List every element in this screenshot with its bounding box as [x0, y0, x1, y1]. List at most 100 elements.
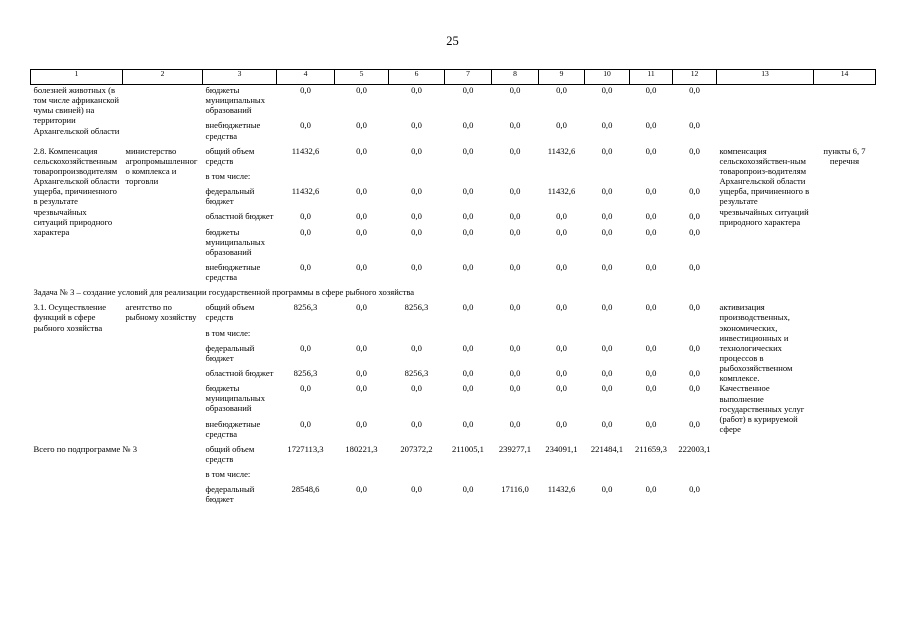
table-row: в том числе:	[31, 469, 876, 484]
budget-table: 1 2 3 4 5 6 7 8 9 10 11 12 13 14 болезней животных (в …	[30, 69, 876, 510]
cell-value: 1727113,3	[287, 443, 324, 454]
cell-value: 0,0	[689, 368, 700, 379]
cell-value: 0,0	[645, 211, 657, 222]
cell-value: 180221,3	[345, 443, 378, 454]
cell-value: 8256,3	[293, 368, 318, 379]
table-row: областной бюджет 0,0 0,0 0,0 0,0 0,0 0,0 0,0 0,0…	[31, 211, 876, 226]
cell-value: 0,0	[601, 84, 613, 95]
cell-value: 0,0	[601, 145, 613, 156]
cell-value: 0,0	[689, 186, 700, 197]
cell-funding-source: внебюджетные средства	[205, 261, 261, 283]
cell-value: 0,0	[462, 261, 474, 272]
cell-value: 0,0	[462, 84, 474, 95]
cell-value: 0,0	[645, 261, 657, 272]
cell-funding-source: внебюджетные средства	[205, 120, 261, 141]
cell-value: 0,0	[411, 226, 422, 237]
cell-value: 0,0	[462, 226, 474, 237]
cell-funding-source: федеральный бюджет	[205, 342, 255, 363]
cell-expected-results	[717, 444, 814, 510]
cell-value: 0,0	[411, 84, 422, 95]
table-row: областной бюджет 8256,3 0,0 8256,3 0,0 0,0 0,0…	[31, 368, 876, 383]
cell-value: 0,0	[645, 418, 657, 429]
cell-empty-values	[277, 171, 717, 186]
cell-empty-values	[277, 328, 717, 343]
cell-funding-source: бюджеты муниципальных образований	[205, 84, 266, 116]
cell-value: 0,0	[601, 226, 613, 237]
cell-value: 0,0	[411, 418, 422, 429]
cell-expected-results	[717, 84, 814, 145]
cell-value: 0,0	[556, 342, 567, 353]
cell-value: 0,0	[509, 84, 521, 95]
table-row: бюджеты муниципальных образований 0,0 0,0 0…	[31, 383, 876, 418]
column-number-cell: 13	[716, 69, 814, 85]
cell-value: 0,0	[645, 145, 657, 156]
column-number-cell: 9	[538, 69, 585, 85]
cell-value: 0,0	[462, 186, 474, 197]
cell-value: 0,0	[411, 145, 422, 156]
table-row: внебюджетные средства 0,0 0,0 0,0 0,0 0,0 0,0 0…	[31, 262, 876, 287]
cell-value: 234091,1	[545, 443, 578, 454]
cell-value: 0,0	[509, 120, 521, 131]
cell-value: 211005,1	[452, 443, 484, 454]
cell-value: 0,0	[300, 383, 311, 394]
cell-value: 221484,1	[590, 443, 624, 454]
cell-value: 0,0	[356, 342, 367, 353]
cell-basis	[814, 444, 876, 510]
cell-value: 0,0	[601, 484, 613, 495]
cell-value: 0,0	[689, 84, 700, 95]
cell-value: 0,0	[689, 342, 700, 353]
table-row: внебюджетные средства 0,0 0,0 0,0 0,0 0,0 0,0 0…	[31, 419, 876, 444]
cell-value: 0,0	[411, 211, 422, 222]
cell-value: 0,0	[356, 383, 367, 394]
cell-value: 0,0	[509, 211, 521, 222]
cell-value: 0,0	[356, 186, 367, 197]
cell-value: 0,0	[689, 261, 700, 272]
cell-value: 0,0	[556, 226, 567, 237]
cell-value: 0,0	[556, 261, 567, 272]
cell-funding-source: федеральный бюджет	[205, 186, 255, 207]
cell-value: 0,0	[411, 484, 422, 495]
table-row: в том числе:	[31, 328, 876, 343]
cell-funding-source: общий объем средств	[205, 145, 255, 166]
cell-funding-source: в том числе:	[205, 469, 251, 480]
cell-value: 0,0	[556, 84, 567, 95]
cell-funding-source: бюджеты муниципальных образований	[205, 383, 266, 414]
table-row: Всего по подпрограмме № 3 общий объем сре…	[31, 444, 876, 469]
cell-funding-source: общий объем средств	[205, 443, 255, 465]
cell-value: 0,0	[356, 120, 367, 131]
cell-value: 0,0	[601, 368, 613, 379]
table-row: в том числе:	[31, 171, 876, 186]
column-number-cell: 12	[672, 69, 717, 85]
cell-value: 0,0	[645, 120, 657, 131]
cell-activity: 3.1. Осуществление функций в сфере рыбно…	[33, 302, 107, 333]
cell-value: 0,0	[509, 368, 521, 379]
cell-value: 0,0	[356, 368, 367, 379]
cell-value: 0,0	[556, 368, 567, 379]
column-number-cell: 6	[388, 69, 445, 85]
cell-value: 0,0	[356, 261, 367, 272]
cell-funding-source: бюджеты муниципальных образований	[205, 226, 266, 257]
cell-value: 0,0	[411, 383, 422, 394]
column-number-cell: 5	[334, 69, 389, 85]
cell-value: 0,0	[300, 261, 311, 272]
cell-value: 0,0	[411, 186, 422, 197]
cell-value: 0,0	[556, 120, 567, 131]
cell-value: 0,0	[356, 302, 367, 313]
table-row: 3.1. Осуществление функций в сфере рыбно…	[31, 302, 876, 434]
cell-value: 0,0	[601, 342, 613, 353]
cell-value: 0,0	[462, 484, 474, 495]
cell-funding-source: общий объем средств	[205, 302, 255, 323]
cell-value: 0,0	[462, 145, 474, 156]
cell-value: 8256,3	[293, 302, 318, 313]
cell-value: 28548,6	[291, 484, 320, 495]
cell-funding-source: внебюджетные средства	[205, 418, 261, 439]
cell-value: 0,0	[645, 342, 657, 353]
cell-funding-source: областной бюджет	[205, 211, 274, 222]
cell-value: 0,0	[556, 302, 567, 313]
section-row: Задача № 3 – создание условий для реализ…	[31, 287, 876, 302]
cell-funding-source: в том числе:	[205, 170, 251, 181]
cell-value: 11432,6	[547, 145, 576, 156]
cell-value: 0,0	[689, 211, 700, 222]
table-row: бюджеты муниципальных образований 0,0 0,0 0…	[31, 227, 876, 262]
